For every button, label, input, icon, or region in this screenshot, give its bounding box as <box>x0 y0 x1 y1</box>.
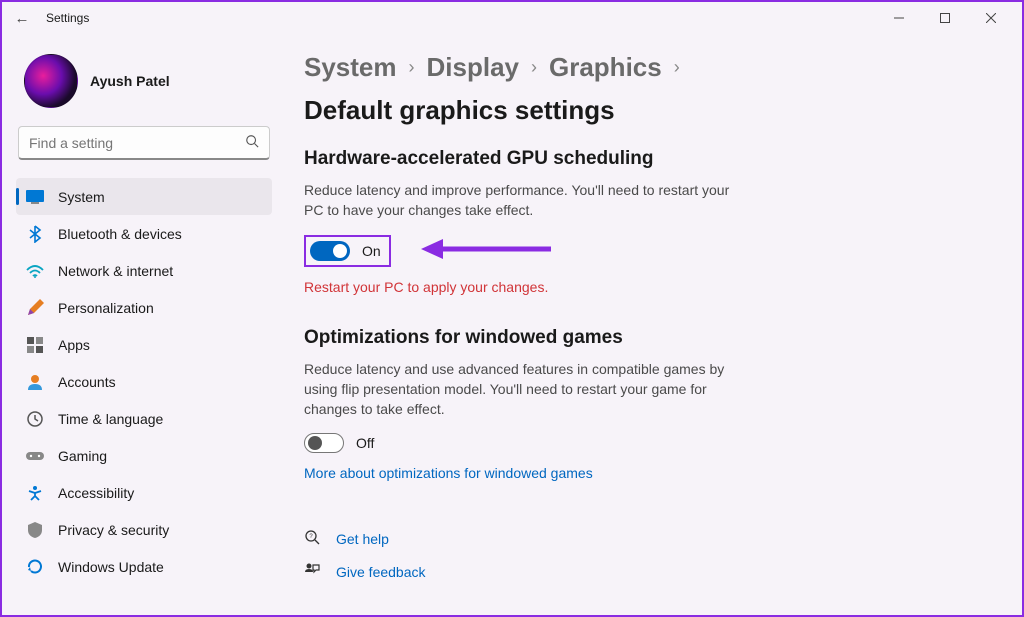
update-icon <box>26 558 44 576</box>
give-feedback-row[interactable]: Give feedback <box>304 562 994 581</box>
get-help-row[interactable]: ? Get help <box>304 529 994 548</box>
sidebar-item-update[interactable]: Windows Update <box>16 548 272 585</box>
sidebar-item-time[interactable]: Time & language <box>16 400 272 437</box>
sidebar-item-label: Privacy & security <box>58 522 169 538</box>
titlebar: ← Settings <box>2 2 1022 34</box>
sidebar-item-apps[interactable]: Apps <box>16 326 272 363</box>
sidebar-item-label: Apps <box>58 337 90 353</box>
annotation-arrow-icon <box>421 237 551 264</box>
sidebar-item-label: Windows Update <box>58 559 164 575</box>
sidebar-item-label: Accessibility <box>58 485 134 501</box>
breadcrumb-graphics[interactable]: Graphics <box>549 52 662 83</box>
give-feedback-link[interactable]: Give feedback <box>336 564 426 580</box>
sidebar-item-label: System <box>58 189 105 205</box>
opt-section-title: Optimizations for windowed games <box>304 327 994 349</box>
sidebar-item-network[interactable]: Network & internet <box>16 252 272 289</box>
privacy-icon <box>26 521 44 539</box>
search-icon <box>245 134 259 151</box>
network-icon <box>26 262 44 280</box>
gpu-toggle-label: On <box>362 243 381 259</box>
window-title: Settings <box>46 11 89 25</box>
gaming-icon <box>26 447 44 465</box>
chevron-right-icon: › <box>409 57 415 78</box>
profile[interactable]: Ayush Patel <box>16 42 272 126</box>
sidebar-item-accounts[interactable]: Accounts <box>16 363 272 400</box>
chevron-right-icon: › <box>531 57 537 78</box>
accessibility-icon <box>26 484 44 502</box>
svg-text:?: ? <box>309 534 313 540</box>
gpu-toggle[interactable] <box>310 241 350 261</box>
sidebar-item-label: Accounts <box>58 374 116 390</box>
sidebar-item-gaming[interactable]: Gaming <box>16 437 272 474</box>
back-button[interactable]: ← <box>10 10 34 27</box>
nav-list: System Bluetooth & devices Network & int… <box>16 178 272 585</box>
opt-toggle-label: Off <box>356 435 374 451</box>
help-icon: ? <box>304 529 322 548</box>
main-content: System › Display › Graphics › Default gr… <box>282 34 1022 615</box>
opt-toggle[interactable] <box>304 433 344 453</box>
sidebar: Ayush Patel System Bluetooth & devices N… <box>2 34 282 615</box>
breadcrumb-current: Default graphics settings <box>304 95 615 126</box>
sidebar-item-label: Network & internet <box>58 263 173 279</box>
get-help-link[interactable]: Get help <box>336 531 389 547</box>
feedback-icon <box>304 562 322 581</box>
search-box[interactable] <box>18 126 270 160</box>
breadcrumb-system[interactable]: System <box>304 52 397 83</box>
chevron-right-icon: › <box>674 57 680 78</box>
search-input[interactable] <box>29 135 245 151</box>
close-button[interactable] <box>968 2 1014 34</box>
sidebar-item-bluetooth[interactable]: Bluetooth & devices <box>16 215 272 252</box>
apps-icon <box>26 336 44 354</box>
bluetooth-icon <box>26 225 44 243</box>
personalization-icon <box>26 299 44 317</box>
sidebar-item-accessibility[interactable]: Accessibility <box>16 474 272 511</box>
sidebar-item-label: Personalization <box>58 300 154 316</box>
opt-section-desc: Reduce latency and use advanced features… <box>304 359 734 420</box>
gpu-section-title: Hardware-accelerated GPU scheduling <box>304 148 994 170</box>
sidebar-item-label: Bluetooth & devices <box>58 226 182 242</box>
annotation-highlight: On <box>304 235 391 267</box>
sidebar-item-privacy[interactable]: Privacy & security <box>16 511 272 548</box>
maximize-button[interactable] <box>922 2 968 34</box>
sidebar-item-system[interactable]: System <box>16 178 272 215</box>
user-name: Ayush Patel <box>90 73 170 89</box>
accounts-icon <box>26 373 44 391</box>
sidebar-item-label: Gaming <box>58 448 107 464</box>
opt-more-link[interactable]: More about optimizations for windowed ga… <box>304 465 593 481</box>
time-icon <box>26 410 44 428</box>
avatar <box>24 54 78 108</box>
sidebar-item-personalization[interactable]: Personalization <box>16 289 272 326</box>
restart-warning: Restart your PC to apply your changes. <box>304 279 994 295</box>
gpu-section-desc: Reduce latency and improve performance. … <box>304 180 734 221</box>
minimize-button[interactable] <box>876 2 922 34</box>
breadcrumb-display[interactable]: Display <box>427 52 520 83</box>
system-icon <box>26 188 44 206</box>
sidebar-item-label: Time & language <box>58 411 163 427</box>
breadcrumb: System › Display › Graphics › Default gr… <box>304 52 994 126</box>
